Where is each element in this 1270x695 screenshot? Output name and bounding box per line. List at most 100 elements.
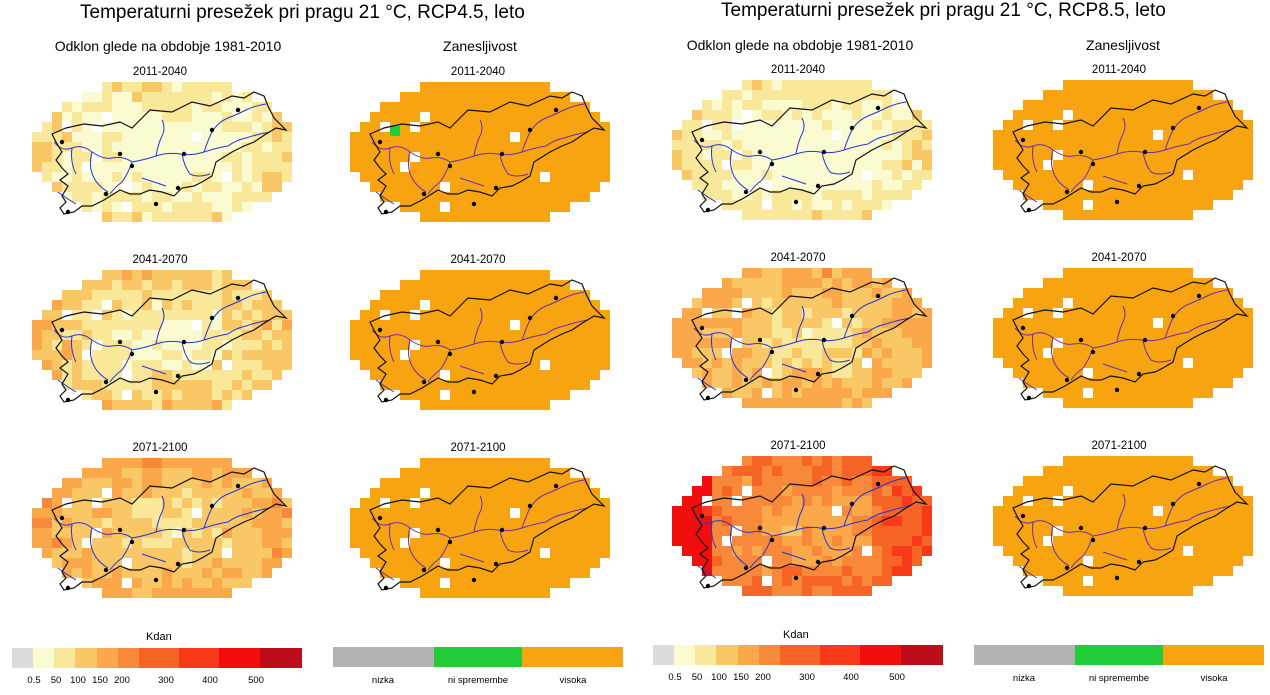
grid-cell xyxy=(490,192,500,202)
grid-cell xyxy=(872,388,882,398)
grid-cell xyxy=(510,488,520,498)
grid-cell xyxy=(922,546,932,556)
grid-cell xyxy=(122,142,132,152)
grid-cell xyxy=(132,518,142,528)
grid-cell xyxy=(1183,80,1193,90)
grid-cell xyxy=(1103,190,1113,200)
grid-cell xyxy=(262,122,272,132)
city-dot xyxy=(383,397,389,403)
grid-cell xyxy=(742,556,752,566)
grid-cell xyxy=(993,338,1003,348)
grid-cell xyxy=(500,280,510,290)
grid-cell xyxy=(1163,120,1173,130)
grid-cell xyxy=(862,110,872,120)
grid-cell xyxy=(772,506,782,516)
grid-cell xyxy=(570,330,580,340)
grid-cell xyxy=(550,538,560,548)
grid-cell xyxy=(92,182,102,192)
grid-cell xyxy=(490,270,500,280)
grid-cell xyxy=(762,130,772,140)
grid-cell xyxy=(732,90,742,100)
grid-cell xyxy=(430,212,440,222)
grid-cell xyxy=(42,340,52,350)
grid-cell xyxy=(722,130,732,140)
grid-cell xyxy=(702,546,712,556)
grid-cell xyxy=(360,340,370,350)
grid-cell xyxy=(1043,120,1053,130)
grid-cell xyxy=(480,212,490,222)
grid-cell xyxy=(1193,476,1203,486)
grid-cell xyxy=(1083,120,1093,130)
river-line xyxy=(697,565,717,579)
grid-cell xyxy=(732,288,742,298)
grid-cell xyxy=(1073,268,1083,278)
grid-cell xyxy=(1213,496,1223,506)
grid-cell xyxy=(470,192,480,202)
grid-cell xyxy=(222,300,232,310)
grid-cell xyxy=(52,508,62,518)
grid-cell xyxy=(132,290,142,300)
grid-cell xyxy=(892,288,902,298)
grid-cell xyxy=(822,388,832,398)
grid-cell xyxy=(1183,120,1193,130)
grid-cell xyxy=(360,528,370,538)
grid-cell xyxy=(282,152,292,162)
grid-cell xyxy=(822,268,832,278)
grid-cell xyxy=(380,538,390,548)
grid-cell xyxy=(792,130,802,140)
grid-cell xyxy=(1083,466,1093,476)
grid-cell xyxy=(480,300,490,310)
grid-cell xyxy=(862,576,872,586)
grid-cell xyxy=(1133,388,1143,398)
grid-cell xyxy=(1173,318,1183,328)
grid-cell xyxy=(32,508,42,518)
grid-cell xyxy=(252,478,262,488)
grid-cell xyxy=(92,380,102,390)
grid-cell xyxy=(182,588,192,598)
grid-cell xyxy=(772,328,782,338)
grid-cell xyxy=(122,548,132,558)
grid-cell xyxy=(1023,546,1033,556)
grid-cell xyxy=(782,466,792,476)
grid-cell xyxy=(822,586,832,596)
grid-cell xyxy=(550,568,560,578)
river-line xyxy=(1032,521,1038,549)
grid-cell xyxy=(872,298,882,308)
grid-cell xyxy=(1163,466,1173,476)
grid-cell xyxy=(580,162,590,172)
grid-cell xyxy=(832,358,842,368)
grid-cell xyxy=(1043,358,1053,368)
grid-cell xyxy=(460,122,470,132)
grid-cell xyxy=(420,370,430,380)
grid-cell xyxy=(1073,348,1083,358)
grid-cell xyxy=(470,112,480,122)
grid-cell xyxy=(1083,516,1093,526)
grid-cell xyxy=(122,162,132,172)
grid-cell xyxy=(1113,398,1123,408)
grid-cell xyxy=(350,152,360,162)
grid-cell xyxy=(1093,378,1103,388)
grid-cell xyxy=(92,192,102,202)
grid-cell xyxy=(732,170,742,180)
grid-cell xyxy=(410,360,420,370)
grid-cell xyxy=(742,318,752,328)
grid-cell xyxy=(410,162,420,172)
grid-cell xyxy=(1023,288,1033,298)
grid-cell xyxy=(872,110,882,120)
grid-cell xyxy=(722,358,732,368)
grid-cell xyxy=(722,476,732,486)
grid-cell xyxy=(1003,496,1013,506)
grid-cell xyxy=(202,488,212,498)
grid-cell xyxy=(1173,308,1183,318)
grid-cell xyxy=(52,498,62,508)
grid-cell xyxy=(1053,546,1063,556)
grid-cell xyxy=(142,458,152,468)
river-line xyxy=(227,507,271,523)
grid-cell xyxy=(1133,496,1143,506)
grid-cell xyxy=(192,92,202,102)
grid-cell xyxy=(450,92,460,102)
grid-cell xyxy=(470,380,480,390)
grid-cell xyxy=(912,140,922,150)
grid-cell xyxy=(500,518,510,528)
grid-cell xyxy=(752,586,762,596)
